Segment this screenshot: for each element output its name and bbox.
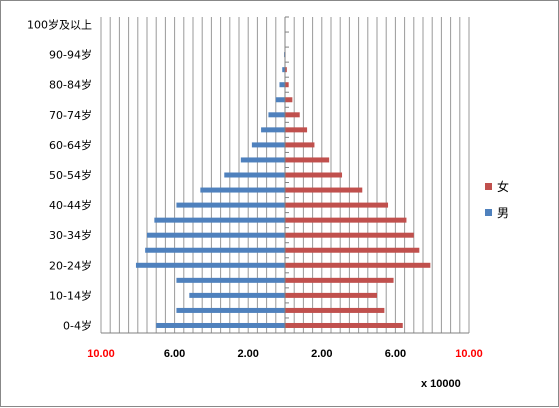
x-tick-label: 10.00 (87, 348, 115, 360)
bar-female-16 (285, 82, 289, 88)
bar-male-13 (261, 127, 285, 133)
bar-male-15 (275, 97, 285, 103)
y-tick-label: 20-24岁 (49, 258, 92, 272)
bar-female-0 (285, 322, 403, 328)
bar-female-8 (285, 202, 389, 208)
bar-female-10 (285, 172, 343, 178)
bar-male-4 (135, 262, 285, 268)
y-tick-label: 30-34岁 (49, 228, 92, 242)
bar-female-17 (285, 67, 287, 73)
bar-male-5 (145, 247, 285, 253)
y-tick-label: 60-64岁 (49, 138, 92, 152)
bar-male-11 (240, 157, 285, 163)
bar-female-3 (285, 277, 394, 283)
bar-female-9 (285, 187, 363, 193)
x-tick-label: 2.00 (311, 348, 332, 360)
x-tick-label: 6.00 (164, 348, 185, 360)
bar-female-11 (285, 157, 330, 163)
bar-male-7 (154, 217, 285, 223)
x-axis-unit-label: x 10000 (421, 378, 461, 390)
bar-male-14 (268, 112, 285, 118)
bar-male-16 (279, 82, 285, 88)
y-tick-label: 10-14岁 (49, 288, 92, 302)
bar-female-7 (285, 217, 407, 223)
y-tick-label: 0-4岁 (63, 318, 92, 332)
bar-male-3 (176, 277, 285, 283)
y-tick-label: 100岁及以上 (27, 18, 92, 32)
bar-male-8 (176, 202, 285, 208)
bar-female-12 (285, 142, 315, 148)
bar-male-6 (147, 232, 285, 238)
legend-swatch-female (485, 183, 492, 190)
bar-male-17 (282, 67, 285, 73)
bar-male-9 (200, 187, 285, 193)
bar-female-14 (285, 112, 300, 118)
axes (101, 16, 469, 334)
x-tick-label: 6.00 (385, 348, 406, 360)
x-tick-label: 10.00 (455, 348, 483, 360)
bar-female-15 (285, 97, 293, 103)
bar-male-0 (156, 322, 285, 328)
bar-female-1 (285, 307, 385, 313)
bars (135, 22, 431, 328)
bar-male-2 (189, 292, 285, 298)
bar-male-1 (176, 307, 285, 313)
bar-male-12 (251, 142, 285, 148)
x-tick-label: 2.00 (237, 348, 258, 360)
bar-female-2 (285, 292, 377, 298)
legend-label-male: 男 (497, 206, 509, 220)
legend-label-female: 女 (497, 179, 509, 194)
bar-female-6 (285, 232, 414, 238)
bar-female-13 (285, 127, 308, 133)
bar-female-5 (285, 247, 420, 253)
y-tick-label: 90-94岁 (49, 48, 92, 62)
y-tick-label: 40-44岁 (49, 198, 92, 212)
legend-swatch-male (485, 209, 492, 216)
y-tick-labels: 0-4岁 10-14岁 20-24岁 30-34岁 40-44岁 50-54岁 60-64岁… (27, 18, 92, 333)
bar-male-10 (224, 172, 285, 178)
bar-female-4 (285, 262, 431, 268)
y-tick-label: 50-54岁 (49, 168, 92, 182)
y-tick-label: 80-84岁 (49, 78, 92, 92)
legend: 女 男 (485, 179, 509, 220)
x-tick-labels: 10.00 6.00 2.00 2.00 6.00 10.00 (87, 348, 483, 360)
y-tick-label: 70-74岁 (49, 108, 92, 122)
